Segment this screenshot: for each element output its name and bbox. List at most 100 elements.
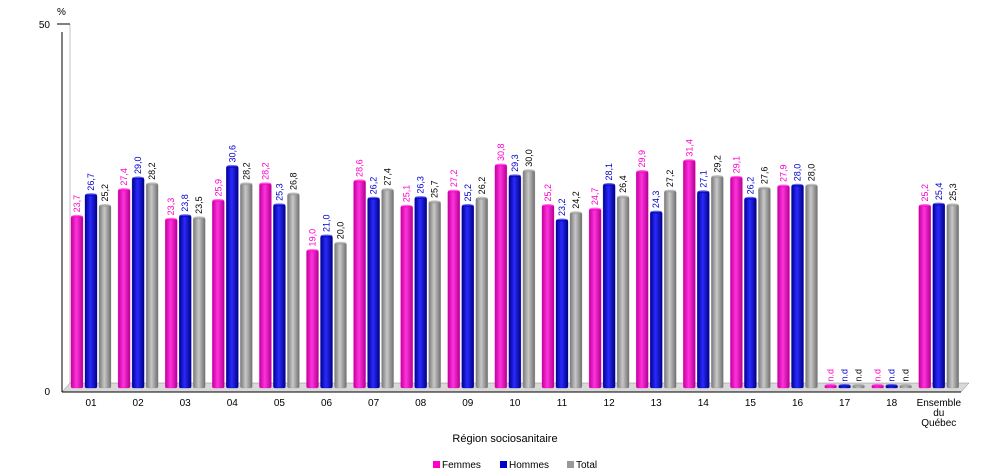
data-label-femmes-13: 31,4 bbox=[684, 139, 694, 157]
bar-femmes-2 bbox=[165, 219, 178, 389]
data-label-hommes-12: 24,3 bbox=[651, 191, 661, 209]
bar-top-total-1 bbox=[146, 182, 159, 186]
bar-total-8 bbox=[475, 198, 488, 389]
bar-top-total-5 bbox=[334, 241, 347, 245]
data-label-total-6: 27,4 bbox=[383, 168, 393, 186]
bar-hommes-11 bbox=[602, 184, 616, 389]
data-label-femmes-10: 25,2 bbox=[543, 184, 553, 202]
data-label-femmes-9: 30,8 bbox=[496, 143, 506, 161]
bar-top-total-4 bbox=[287, 192, 300, 196]
data-label-total-16: n.d bbox=[854, 369, 864, 382]
bar-top-femmes-5 bbox=[306, 248, 319, 252]
bar-total-15 bbox=[805, 185, 818, 389]
bar-hommes-2 bbox=[179, 215, 192, 389]
data-label-total-1: 28,2 bbox=[147, 162, 157, 180]
legend-swatch-femmes bbox=[433, 461, 440, 468]
data-label-femmes-18: 25,2 bbox=[920, 184, 930, 202]
x-tick-label-3: 04 bbox=[227, 398, 239, 409]
bar-total-9 bbox=[522, 170, 536, 389]
data-label-femmes-1: 27,4 bbox=[119, 168, 129, 186]
data-label-hommes-10: 23,2 bbox=[557, 199, 567, 217]
bar-top-hommes-6 bbox=[367, 196, 380, 200]
x-tick-label-1: 02 bbox=[133, 398, 145, 409]
x-tick-label-14: 15 bbox=[745, 398, 757, 409]
bar-total-11 bbox=[616, 196, 630, 389]
bar-hommes-1 bbox=[131, 177, 145, 389]
data-label-total-17: n.d bbox=[901, 369, 911, 382]
data-label-total-2: 23,5 bbox=[194, 196, 204, 214]
bar-femmes-18 bbox=[918, 205, 931, 389]
data-label-hommes-7: 26,3 bbox=[416, 176, 426, 194]
data-label-total-0: 25,2 bbox=[100, 184, 110, 202]
bar-top-total-16 bbox=[852, 383, 865, 387]
bar-total-5 bbox=[334, 243, 347, 389]
bar-top-hommes-2 bbox=[179, 214, 192, 218]
y-tick-label-min: 0 bbox=[44, 387, 50, 398]
bar-top-total-8 bbox=[475, 196, 488, 200]
x-tick-label-13: 14 bbox=[698, 398, 710, 409]
data-label-total-11: 26,4 bbox=[618, 175, 628, 193]
x-axis-title: Région sociosanitaire bbox=[452, 433, 557, 445]
bar-top-hommes-3 bbox=[226, 164, 239, 168]
bar-top-hommes-5 bbox=[320, 234, 333, 238]
data-label-hommes-15: 28,0 bbox=[793, 164, 803, 182]
bar-top-total-6 bbox=[381, 188, 394, 192]
bar-top-total-14 bbox=[758, 186, 771, 190]
bar-hommes-14 bbox=[744, 198, 757, 389]
bar-total-12 bbox=[664, 190, 677, 389]
bar-top-femmes-12 bbox=[636, 170, 649, 174]
bar-top-femmes-18 bbox=[918, 204, 931, 208]
bar-hommes-15 bbox=[791, 185, 804, 389]
data-label-femmes-15: 27,9 bbox=[779, 164, 789, 182]
data-label-total-15: 28,0 bbox=[807, 164, 817, 182]
bar-total-1 bbox=[145, 183, 159, 389]
bar-top-femmes-10 bbox=[542, 204, 554, 208]
bar-top-femmes-0 bbox=[71, 214, 83, 218]
data-label-hommes-2: 23,8 bbox=[180, 194, 190, 212]
x-tick-label-6: 07 bbox=[368, 398, 380, 409]
bar-top-hommes-17 bbox=[885, 383, 898, 387]
bar-top-total-18 bbox=[946, 203, 959, 207]
data-label-femmes-7: 25,1 bbox=[402, 185, 412, 203]
data-label-hommes-5: 21,0 bbox=[322, 214, 332, 232]
bar-top-hommes-16 bbox=[838, 383, 851, 387]
x-tick-label-18-line0: Ensemble bbox=[917, 398, 962, 409]
data-label-hommes-13: 27,1 bbox=[698, 170, 708, 188]
legend-label-total: Total bbox=[576, 460, 597, 471]
data-label-total-9: 30,0 bbox=[524, 149, 534, 167]
x-tick-label-2: 03 bbox=[180, 398, 192, 409]
bar-top-hommes-13 bbox=[697, 190, 710, 194]
x-tick-label-4: 05 bbox=[274, 398, 286, 409]
bar-top-hommes-7 bbox=[414, 196, 427, 200]
legend-label-femmes: Femmes bbox=[442, 460, 481, 471]
data-label-hommes-14: 26,2 bbox=[745, 177, 755, 195]
legend-swatch-hommes bbox=[500, 461, 507, 468]
bar-top-total-7 bbox=[428, 200, 441, 204]
data-label-total-3: 28,2 bbox=[241, 162, 251, 180]
bar-femmes-12 bbox=[636, 171, 649, 389]
data-label-total-13: 29,2 bbox=[712, 155, 722, 173]
bar-total-4 bbox=[287, 193, 300, 389]
data-label-femmes-0: 23,7 bbox=[72, 195, 82, 213]
bar-femmes-4 bbox=[259, 183, 272, 389]
x-tick-label-17: 18 bbox=[886, 398, 898, 409]
data-label-total-18: 25,3 bbox=[948, 183, 958, 201]
data-label-hommes-3: 30,6 bbox=[227, 145, 237, 163]
bar-top-hommes-4 bbox=[273, 203, 286, 207]
bar-top-total-0 bbox=[99, 204, 111, 208]
bar-top-hommes-0 bbox=[85, 193, 97, 197]
data-label-femmes-14: 29,1 bbox=[731, 156, 741, 174]
bar-femmes-9 bbox=[494, 164, 508, 389]
x-tick-label-9: 10 bbox=[509, 398, 521, 409]
data-label-femmes-5: 19,0 bbox=[308, 229, 318, 247]
bar-hommes-10 bbox=[555, 219, 569, 389]
bar-top-total-15 bbox=[805, 183, 818, 187]
bar-top-total-11 bbox=[617, 195, 630, 199]
bar-femmes-3 bbox=[212, 200, 225, 389]
bar-top-total-3 bbox=[240, 182, 253, 186]
bar-top-femmes-14 bbox=[730, 175, 743, 179]
data-label-hommes-11: 28,1 bbox=[604, 163, 614, 181]
bar-top-femmes-1 bbox=[118, 188, 131, 192]
bar-femmes-11 bbox=[588, 209, 602, 389]
bar-hommes-0 bbox=[84, 194, 98, 389]
